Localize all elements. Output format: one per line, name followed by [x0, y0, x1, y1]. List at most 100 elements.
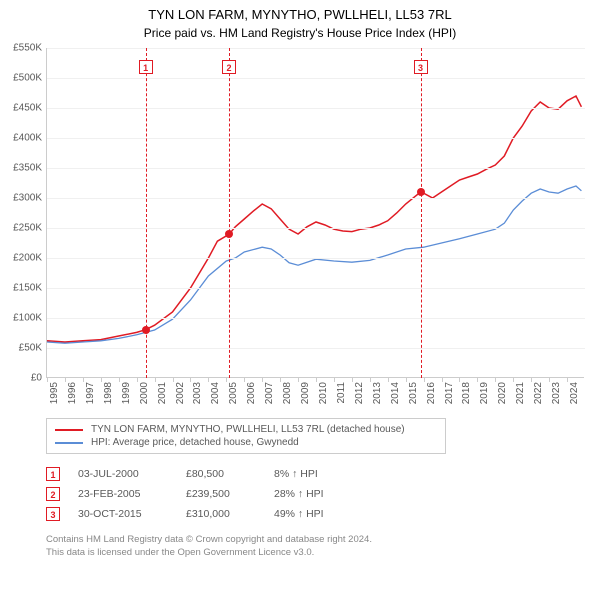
y-tick-label: £0	[0, 373, 42, 384]
event-row-date: 30-OCT-2015	[78, 508, 168, 520]
y-tick-label: £100K	[0, 313, 42, 324]
x-tick	[173, 378, 174, 382]
chart-subtitle: Price paid vs. HM Land Registry's House …	[0, 24, 600, 40]
event-row-price: £239,500	[186, 488, 256, 500]
x-tick-label: 1999	[121, 382, 132, 404]
x-tick-label: 2020	[497, 382, 508, 404]
x-tick	[298, 378, 299, 382]
x-tick	[316, 378, 317, 382]
events-table: 103-JUL-2000£80,5008% ↑ HPI223-FEB-2005£…	[46, 464, 584, 524]
x-tick-label: 2001	[157, 382, 168, 404]
attribution-footer: Contains HM Land Registry data © Crown c…	[46, 534, 584, 560]
x-tick	[549, 378, 550, 382]
x-tick-label: 2016	[426, 382, 437, 404]
chart-footer-block: TYN LON FARM, MYNYTHO, PWLLHELI, LL53 7R…	[46, 418, 584, 560]
event-row: 223-FEB-2005£239,50028% ↑ HPI	[46, 484, 584, 504]
x-tick-label: 2017	[444, 382, 455, 404]
event-flag: 2	[222, 60, 236, 74]
plot-region: 1 2 3	[46, 48, 584, 378]
y-tick-label: £400K	[0, 133, 42, 144]
event-row-price: £310,000	[186, 508, 256, 520]
x-tick	[119, 378, 120, 382]
x-tick	[155, 378, 156, 382]
x-tick-label: 2007	[264, 382, 275, 404]
x-tick-label: 2008	[282, 382, 293, 404]
x-tick-label: 2013	[372, 382, 383, 404]
event-marker-line	[229, 48, 230, 378]
x-tick-label: 1997	[85, 382, 96, 404]
chart-area: 123 £0£50K£100K£150K£200K£250K£300K£350K…	[46, 48, 584, 378]
gridline	[47, 318, 585, 319]
x-tick	[424, 378, 425, 382]
chart-title: TYN LON FARM, MYNYTHO, PWLLHELI, LL53 7R…	[0, 0, 600, 24]
x-tick	[352, 378, 353, 382]
x-tick	[334, 378, 335, 382]
event-row-flag: 2	[46, 487, 60, 501]
x-tick	[442, 378, 443, 382]
event-dot	[225, 230, 233, 238]
y-tick-label: £150K	[0, 283, 42, 294]
x-tick-label: 2004	[210, 382, 221, 404]
x-tick	[567, 378, 568, 382]
footer-line-1: Contains HM Land Registry data © Crown c…	[46, 534, 584, 547]
x-tick-label: 1998	[103, 382, 114, 404]
x-tick	[280, 378, 281, 382]
event-row: 103-JUL-2000£80,5008% ↑ HPI	[46, 464, 584, 484]
x-tick-label: 2023	[551, 382, 562, 404]
x-tick-label: 2014	[390, 382, 401, 404]
x-tick-label: 2015	[408, 382, 419, 404]
y-tick-label: £550K	[0, 43, 42, 54]
y-tick-label: £300K	[0, 193, 42, 204]
gridline	[47, 198, 585, 199]
line-series-svg	[47, 48, 585, 378]
event-row-pct: 49% ↑ HPI	[274, 508, 364, 520]
x-tick	[101, 378, 102, 382]
chart-container: TYN LON FARM, MYNYTHO, PWLLHELI, LL53 7R…	[0, 0, 600, 590]
x-tick	[83, 378, 84, 382]
x-tick-label: 2006	[246, 382, 257, 404]
x-tick-label: 1996	[67, 382, 78, 404]
gridline	[47, 348, 585, 349]
event-row: 330-OCT-2015£310,00049% ↑ HPI	[46, 504, 584, 524]
gridline	[47, 258, 585, 259]
event-row-price: £80,500	[186, 468, 256, 480]
y-tick-label: £500K	[0, 73, 42, 84]
event-row-pct: 8% ↑ HPI	[274, 468, 364, 480]
x-tick-label: 2002	[175, 382, 186, 404]
x-tick-label: 2011	[336, 382, 347, 404]
y-tick-label: £350K	[0, 163, 42, 174]
y-tick-label: £50K	[0, 343, 42, 354]
event-row-date: 03-JUL-2000	[78, 468, 168, 480]
x-tick	[47, 378, 48, 382]
event-dot	[417, 188, 425, 196]
x-tick-label: 2010	[318, 382, 329, 404]
legend-row: TYN LON FARM, MYNYTHO, PWLLHELI, LL53 7R…	[55, 423, 437, 436]
y-tick-label: £450K	[0, 103, 42, 114]
gridline	[47, 168, 585, 169]
legend-label: HPI: Average price, detached house, Gwyn…	[91, 437, 299, 448]
event-marker-line	[421, 48, 422, 378]
footer-line-2: This data is licensed under the Open Gov…	[46, 547, 584, 560]
y-tick-label: £250K	[0, 223, 42, 234]
event-row-date: 23-FEB-2005	[78, 488, 168, 500]
gridline	[47, 228, 585, 229]
x-tick	[65, 378, 66, 382]
legend: TYN LON FARM, MYNYTHO, PWLLHELI, LL53 7R…	[46, 418, 446, 454]
x-tick	[137, 378, 138, 382]
x-tick-label: 2005	[228, 382, 239, 404]
event-flag: 1	[139, 60, 153, 74]
x-tick-label: 2019	[479, 382, 490, 404]
x-tick-label: 2012	[354, 382, 365, 404]
gridline	[47, 48, 585, 49]
series-hpi	[47, 186, 581, 343]
legend-swatch	[55, 442, 83, 444]
x-tick-label: 2021	[515, 382, 526, 404]
legend-label: TYN LON FARM, MYNYTHO, PWLLHELI, LL53 7R…	[91, 424, 405, 435]
x-tick	[406, 378, 407, 382]
event-flag: 3	[414, 60, 428, 74]
series-property	[47, 96, 581, 342]
legend-swatch	[55, 429, 83, 431]
legend-row: HPI: Average price, detached house, Gwyn…	[55, 436, 437, 449]
y-tick-label: £200K	[0, 253, 42, 264]
x-tick-label: 2024	[569, 382, 580, 404]
